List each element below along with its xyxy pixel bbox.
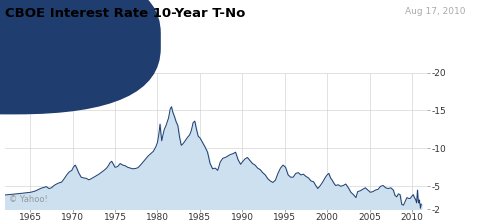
Text: Aug 17, 2010: Aug 17, 2010 [405, 7, 466, 16]
Text: ^TNX: ^TNX [20, 35, 48, 45]
Text: © Yahoo!: © Yahoo! [9, 194, 48, 204]
Text: CBOE Interest Rate 10-Year T-No: CBOE Interest Rate 10-Year T-No [5, 7, 245, 20]
